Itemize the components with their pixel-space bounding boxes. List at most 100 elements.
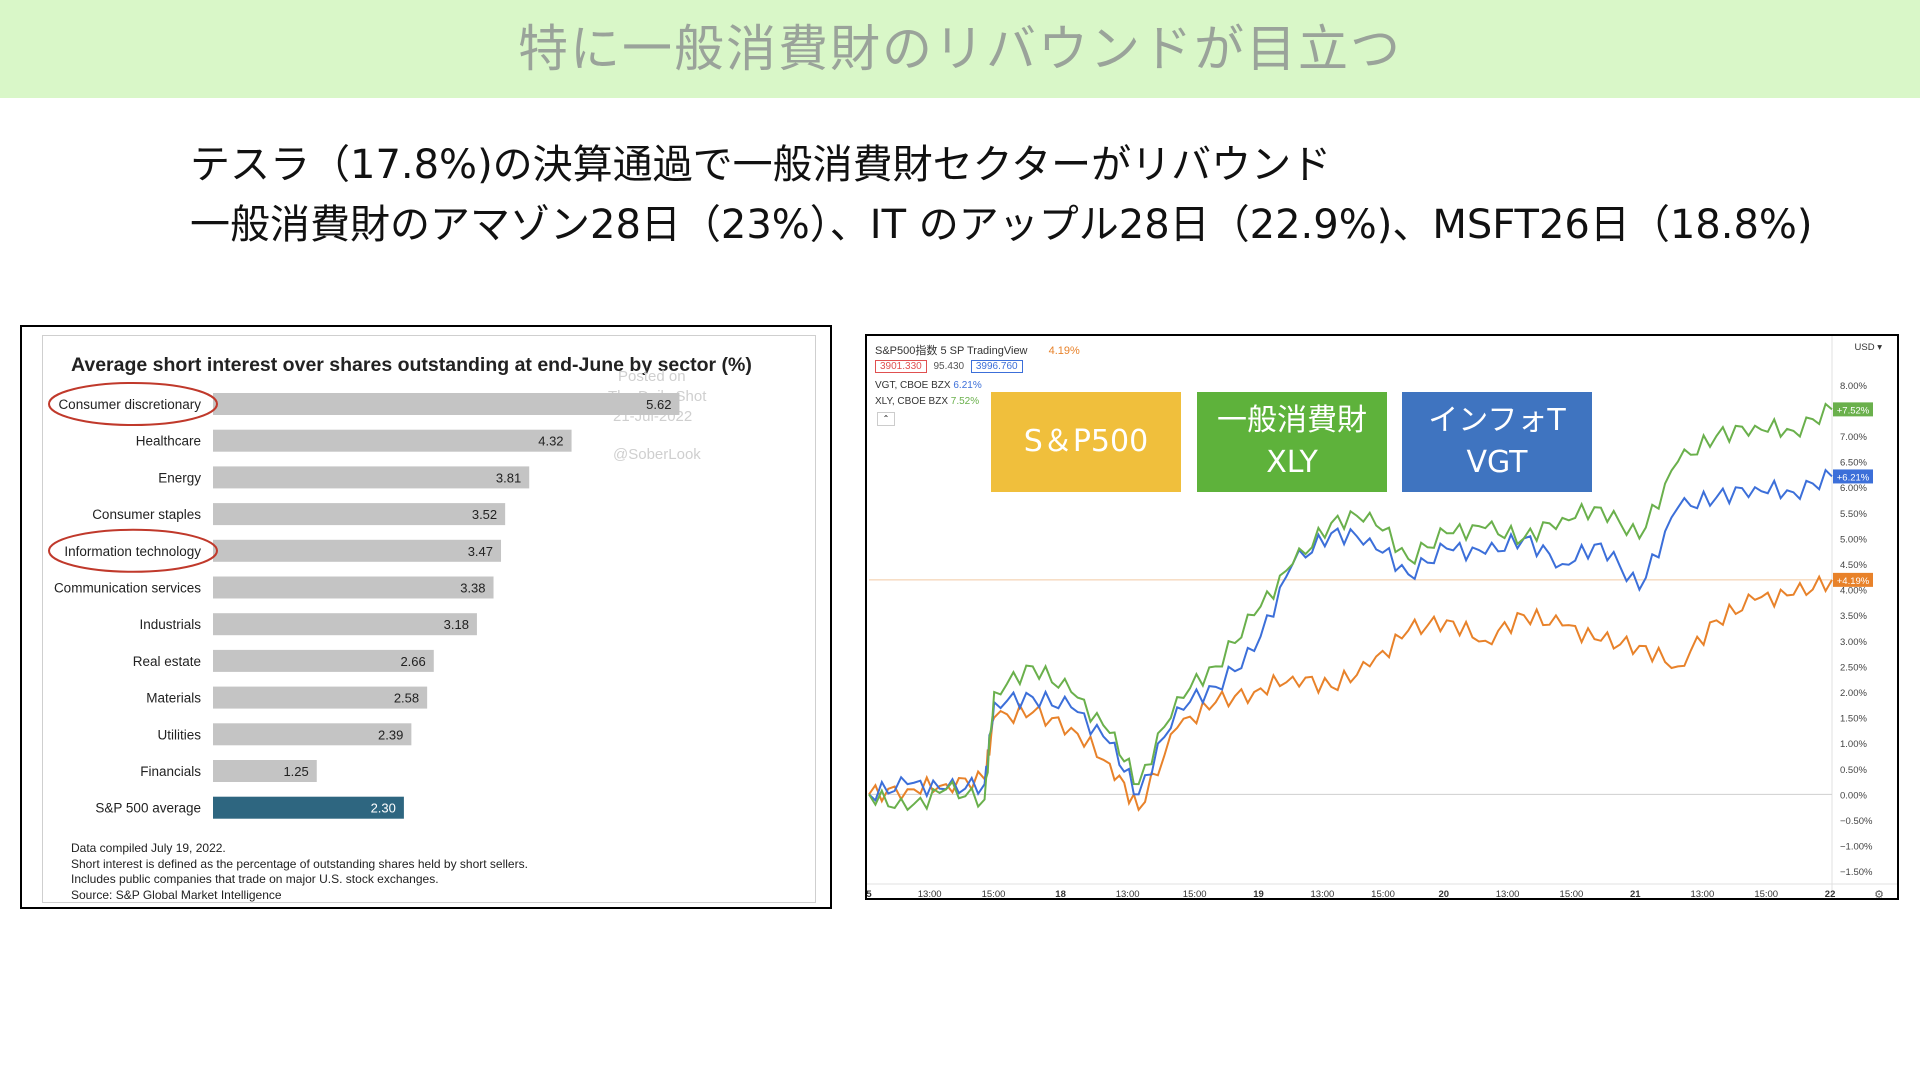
category-label: Real estate: [133, 654, 201, 669]
legend-xly-label: 一般消費財: [1217, 403, 1367, 438]
last-value-badge: [1833, 469, 1873, 484]
bar: [213, 723, 412, 746]
y-tick-label: 0.50%: [1840, 765, 1867, 776]
last-value-label: +7.52%: [1837, 405, 1870, 416]
x-tick-label: 15:00: [982, 889, 1006, 898]
y-tick-label: 6.50%: [1840, 458, 1867, 469]
x-tick-label: 13:00: [1311, 889, 1335, 898]
x-tick-label: 20: [1438, 889, 1449, 898]
xly-pct: 7.52%: [950, 396, 980, 407]
y-tick-label: 4.50%: [1840, 560, 1867, 571]
bar: [213, 503, 506, 526]
xly-name: XLY, CBOE BZX: [875, 396, 948, 407]
bar: [213, 613, 477, 636]
y-tick-label: 2.00%: [1840, 688, 1867, 699]
bar: [213, 686, 428, 709]
bar: [213, 760, 317, 782]
legend-xly-ticker: XLY: [1266, 445, 1318, 480]
y-tick-label: 7.00%: [1840, 432, 1867, 443]
last-value-badge: [1833, 572, 1873, 587]
vgt-row: VGT, CBOE BZX 6.21%: [875, 380, 982, 391]
short-interest-panel: Average short interest over shares outst…: [20, 325, 832, 909]
chart-notes: Data compiled July 19, 2022. Short inter…: [71, 841, 528, 903]
category-label: Energy: [158, 470, 201, 485]
y-tick-label: 8.00%: [1840, 381, 1867, 392]
slide-title: 特に一般消費財のリバウンドが目立つ: [518, 20, 1402, 78]
bar-value-label: 3.18: [444, 617, 469, 632]
x-tick-label: 13:00: [1496, 889, 1520, 898]
bar-value-label: 1.25: [283, 764, 308, 779]
legend-vgt-ticker: VGT: [1466, 445, 1528, 480]
short-interest-chart: Average short interest over shares outst…: [42, 335, 816, 903]
note-line: Includes public companies that trade on …: [71, 872, 439, 886]
bar-value-label: 2.66: [400, 654, 425, 669]
x-tick-label: 19: [1253, 889, 1264, 898]
category-label: Consumer discretionary: [58, 397, 201, 412]
ask-box[interactable]: 3996.760: [970, 360, 1023, 373]
bar-chart-svg: 5.62 Consumer discretionary 4.32 Healthcare…: [48, 382, 680, 819]
legend-spx-label: S＆P500: [1023, 424, 1149, 459]
chart-header: S&P500指数 5 SP TradingView 4.19%: [875, 342, 1080, 358]
subtitle-line-2: 一般消費財のアマゾン28日（23%）、IT のアップル28日（22.9%)、MS…: [190, 202, 1813, 248]
source-name: TradingView: [966, 345, 1028, 357]
currency-label: USD ▾: [1855, 342, 1883, 353]
legend-xly: 一般消費財 XLY: [1197, 392, 1387, 492]
y-tick-label: 5.00%: [1840, 534, 1867, 545]
highlight-circle: [48, 528, 218, 573]
y-tick-label: 1.50%: [1840, 714, 1867, 725]
y-tick-label: −1.00%: [1840, 842, 1873, 853]
bar-value-label: 3.81: [496, 470, 521, 485]
last-value-label: +6.21%: [1837, 472, 1870, 483]
y-tick-label: 2.50%: [1840, 662, 1867, 673]
last-value-badge: [1833, 402, 1873, 417]
line-chart-svg: USD ▾8.00%7.50%7.00%6.50%6.00%5.50%5.00%…: [867, 336, 1897, 898]
note-line: Source: S&P Global Market Intelligence: [71, 887, 282, 902]
highlight-circle: [48, 382, 218, 426]
bar-value-label: 3.38: [460, 581, 485, 596]
last-value-label: +4.19%: [1837, 576, 1870, 587]
bar-value-label: 5.62: [646, 397, 671, 412]
note-line: Data compiled July 19, 2022.: [71, 841, 226, 855]
bar-value-label: 4.32: [538, 434, 563, 449]
xly-row: XLY, CBOE BZX 7.52%: [875, 396, 979, 407]
y-tick-label: −0.50%: [1840, 816, 1873, 827]
gear-icon[interactable]: ⚙: [1874, 888, 1884, 898]
category-label: Materials: [146, 691, 201, 706]
chevron-up-icon[interactable]: ⌃: [877, 412, 895, 426]
y-tick-label: 3.50%: [1840, 611, 1867, 622]
category-label: Financials: [140, 764, 201, 779]
watermark-line-1: Posted on: [618, 368, 686, 385]
bar: [213, 393, 680, 415]
bar: [213, 429, 572, 452]
bar: [213, 466, 530, 489]
y-tick-label: −1.50%: [1840, 867, 1873, 878]
vgt-name: VGT, CBOE BZX: [875, 380, 951, 391]
bar: [213, 539, 502, 562]
symbol-name[interactable]: S&P500指数: [875, 345, 938, 357]
bar-value-label: 3.47: [468, 544, 493, 559]
interval[interactable]: 5: [940, 345, 947, 357]
price-row: 3901.330 95.430 3996.760: [875, 360, 1027, 373]
category-label: S&P 500 average: [95, 801, 201, 816]
bar: [213, 576, 494, 599]
bar-value-label: 2.58: [394, 691, 419, 706]
legend-spx: S＆P500: [991, 392, 1181, 492]
bar-value-label: 3.52: [472, 507, 497, 522]
note-line: Short interest is defined as the percent…: [71, 856, 528, 871]
bid-box[interactable]: 3901.330: [875, 360, 927, 373]
bar: [213, 796, 404, 819]
x-tick-label: 15:00: [1371, 889, 1395, 898]
header-pct: 4.19%: [1048, 345, 1080, 357]
category-label: Communication services: [54, 581, 201, 596]
x-tick-label: 5: [867, 889, 872, 898]
exchange: SP: [949, 345, 965, 357]
legend-vgt-label: インフォT: [1428, 403, 1566, 438]
x-tick-label: 15:00: [1754, 889, 1778, 898]
y-tick-label: 1.00%: [1840, 739, 1867, 750]
x-tick-label: 18: [1055, 889, 1066, 898]
tradingview-panel: S&P500指数 5 SP TradingView 4.19% 3901.330…: [865, 334, 1899, 900]
y-tick-label: 6.00%: [1840, 483, 1867, 494]
y-tick-label: 4.00%: [1840, 586, 1867, 597]
category-label: Consumer staples: [92, 507, 201, 522]
bar-chart-title: Average short interest over shares outst…: [71, 354, 752, 376]
